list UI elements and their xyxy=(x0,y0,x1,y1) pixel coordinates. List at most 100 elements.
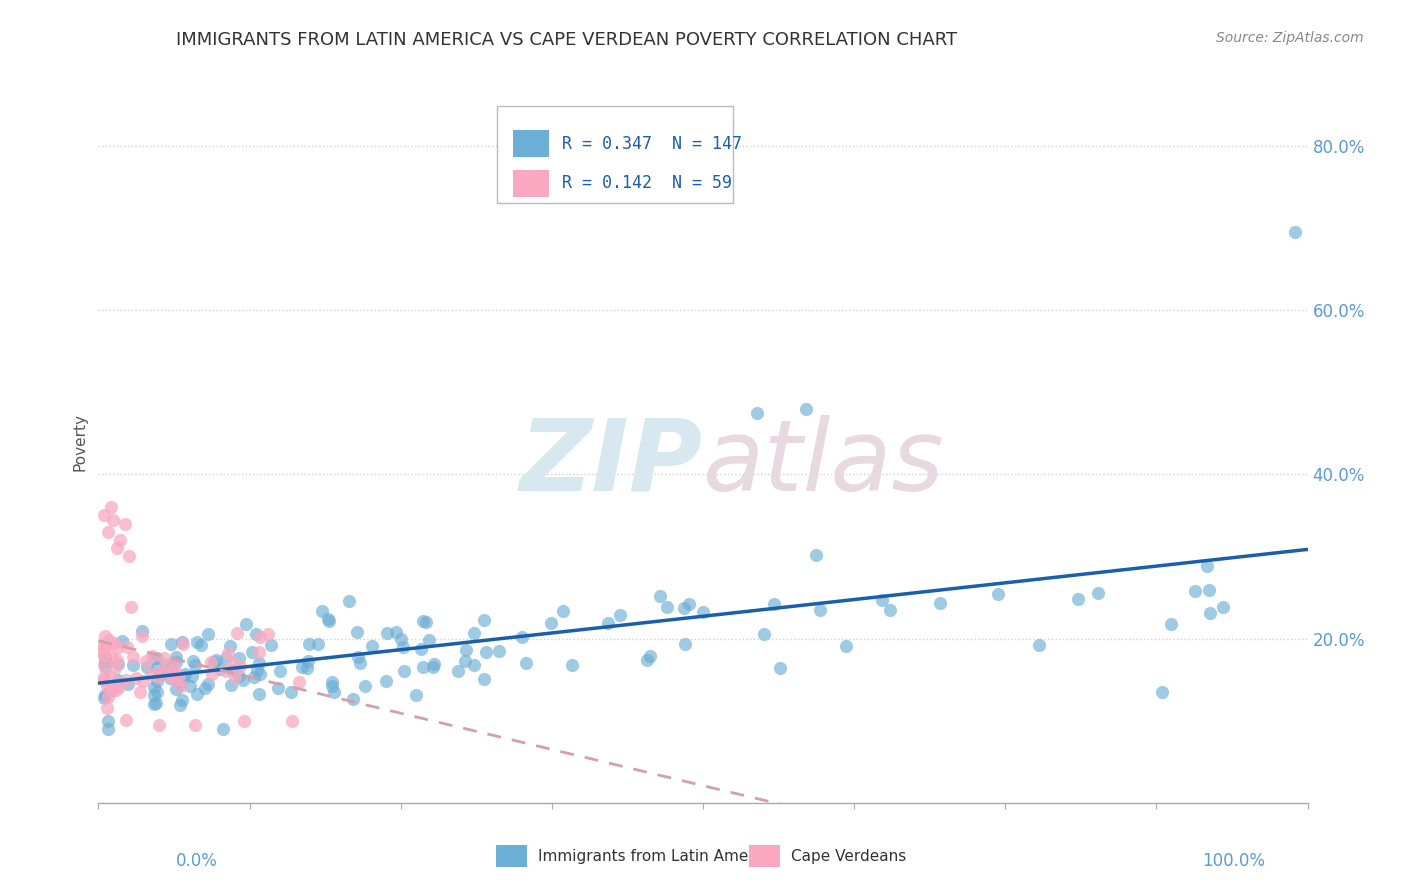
FancyBboxPatch shape xyxy=(513,129,550,157)
Point xyxy=(405,688,427,702)
Point xyxy=(1028,638,1050,652)
Point xyxy=(311,603,333,617)
Point xyxy=(249,667,271,681)
Point xyxy=(125,671,148,685)
Point xyxy=(232,714,254,728)
Point xyxy=(249,630,271,644)
Point xyxy=(346,624,368,639)
Point xyxy=(415,615,437,630)
Point xyxy=(162,656,184,670)
Point xyxy=(212,722,235,736)
Point xyxy=(146,685,169,699)
Point xyxy=(804,548,827,562)
Point xyxy=(141,648,163,663)
Point xyxy=(475,645,498,659)
Point xyxy=(463,625,485,640)
Point xyxy=(219,639,242,653)
Point xyxy=(160,636,183,650)
Point xyxy=(650,589,672,603)
Point xyxy=(105,640,128,655)
Point xyxy=(267,681,290,696)
Point xyxy=(281,714,304,728)
Point xyxy=(361,639,384,653)
Point xyxy=(228,669,250,683)
Point xyxy=(173,670,195,684)
Point xyxy=(692,605,714,619)
Point xyxy=(101,650,124,665)
Point xyxy=(247,645,270,659)
Point xyxy=(93,648,115,662)
Point xyxy=(145,696,167,710)
Point xyxy=(221,664,243,678)
Point xyxy=(872,593,894,607)
Point xyxy=(97,690,120,704)
Point xyxy=(94,655,117,669)
Point xyxy=(163,662,186,676)
Point xyxy=(197,677,219,691)
Point xyxy=(929,596,952,610)
Point xyxy=(131,629,153,643)
Point xyxy=(96,679,118,693)
Point xyxy=(1184,583,1206,598)
Point xyxy=(375,625,398,640)
Point xyxy=(159,671,181,685)
Point xyxy=(165,655,187,669)
Point xyxy=(107,657,129,671)
Point xyxy=(291,659,314,673)
Point xyxy=(159,659,181,673)
Point xyxy=(115,640,138,655)
Point xyxy=(287,675,309,690)
Point xyxy=(108,533,131,547)
Point xyxy=(101,681,124,695)
Point xyxy=(551,604,574,618)
Point xyxy=(170,693,193,707)
Point xyxy=(447,664,470,678)
Point xyxy=(515,656,537,670)
Point xyxy=(678,597,700,611)
Point xyxy=(215,651,238,665)
Point xyxy=(150,663,173,677)
Point xyxy=(224,670,246,684)
Point xyxy=(93,642,115,657)
Point xyxy=(1198,582,1220,597)
Point xyxy=(240,645,263,659)
Point xyxy=(280,685,302,699)
Point xyxy=(172,637,194,651)
Point xyxy=(104,661,127,675)
Point xyxy=(194,681,217,696)
Point xyxy=(98,632,121,647)
Point xyxy=(456,643,478,657)
Text: Source: ZipAtlas.com: Source: ZipAtlas.com xyxy=(1216,31,1364,45)
Point xyxy=(190,638,212,652)
Point xyxy=(114,673,136,687)
Point xyxy=(1195,558,1218,573)
Text: IMMIGRANTS FROM LATIN AMERICA VS CAPE VERDEAN POVERTY CORRELATION CHART: IMMIGRANTS FROM LATIN AMERICA VS CAPE VE… xyxy=(176,31,957,49)
Point xyxy=(186,635,208,649)
Point xyxy=(132,673,155,688)
Point xyxy=(96,701,118,715)
Point xyxy=(389,632,412,647)
Point xyxy=(247,656,270,670)
Point xyxy=(808,602,831,616)
Point xyxy=(94,629,117,643)
Point xyxy=(269,665,291,679)
Point xyxy=(122,649,145,664)
Point xyxy=(97,524,120,539)
Point xyxy=(256,626,278,640)
Point xyxy=(1199,606,1222,620)
Point xyxy=(143,680,166,694)
Point xyxy=(135,654,157,668)
Point xyxy=(169,676,191,690)
Point xyxy=(1284,225,1306,239)
Point xyxy=(93,658,115,673)
Point xyxy=(97,722,120,736)
Point xyxy=(322,684,344,698)
Point xyxy=(197,627,219,641)
Point xyxy=(337,594,360,608)
Point xyxy=(143,650,166,665)
Point xyxy=(165,681,187,696)
Point xyxy=(153,651,176,665)
Point xyxy=(94,650,117,665)
Point xyxy=(100,500,122,515)
Point xyxy=(173,667,195,681)
